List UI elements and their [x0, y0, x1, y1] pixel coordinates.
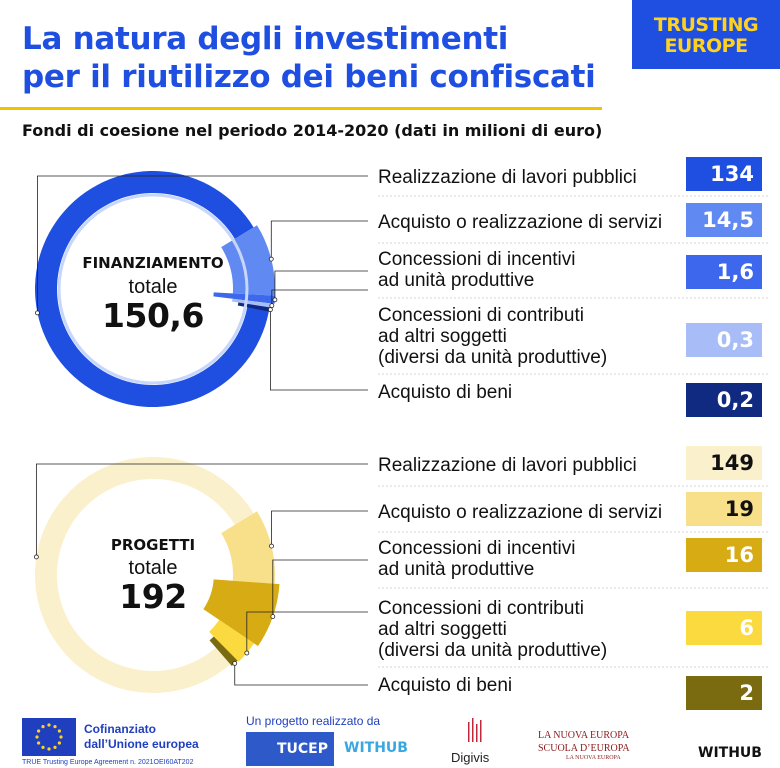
- leader-dot: [244, 650, 250, 656]
- leader-line: [271, 289, 368, 306]
- withub-logo-right: WITHUB: [698, 745, 762, 761]
- title-line-2: per il riutilizzo dei beni confiscati: [22, 59, 596, 95]
- leader-line: [234, 663, 368, 686]
- label-line: ad unità produttive: [378, 270, 535, 291]
- leader-dot: [35, 310, 40, 316]
- progetti-label-incentivi: Concessioni di incentivi ad unità produt…: [378, 538, 576, 580]
- eu-stars-icon: [35, 723, 63, 751]
- donut-segment: [221, 511, 275, 584]
- donut-segment: [213, 292, 276, 304]
- nuova-europa-line-1: LA NUOVA EUROPA: [538, 730, 630, 741]
- finanziamento-value-contributi: 0,3: [686, 323, 762, 357]
- logo-line-2: EUROPE: [664, 35, 748, 57]
- donut-chart-2: [33, 457, 368, 694]
- finanziamento-label-servizi: Acquisto o realizzazione di servizi: [378, 212, 663, 233]
- leader-dot: [33, 554, 39, 560]
- leader-line: [272, 559, 368, 617]
- progetti-label-servizi: Acquisto o realizzazione di servizi: [378, 502, 663, 523]
- label-line: Concessioni di incentivi: [378, 249, 576, 270]
- finanziamento-center-sub: totale: [128, 276, 178, 298]
- page-title: La natura degli investimenti per il riut…: [22, 20, 596, 96]
- progetti-value-beni: 2: [686, 676, 762, 710]
- donut-segment: [232, 298, 273, 308]
- label-line: ad unità produttive: [378, 559, 535, 580]
- footer: Cofinanziato dall’Unione europea TRUE Tr…: [0, 712, 780, 768]
- leader-dot: [267, 307, 273, 313]
- logo-line-1: TRUSTING: [653, 14, 759, 36]
- finanziamento-label-incentivi: Concessioni di incentivi ad unità produt…: [378, 249, 576, 291]
- label-line: (diversi da unità produttive): [378, 347, 608, 368]
- leader-dot: [272, 297, 278, 303]
- finanziamento-center-value: 150,6: [102, 296, 204, 335]
- progetti-label-contributi: Concessioni di contributi ad altri sogge…: [378, 598, 607, 661]
- progetti-center-value: 192: [119, 577, 187, 616]
- leader-dot: [269, 303, 275, 309]
- digivis-mark-icon: [468, 718, 482, 742]
- label-line: Concessioni di incentivi: [378, 538, 576, 559]
- donut-chart-1: [35, 171, 368, 407]
- digivis-logo: Digivis: [451, 750, 490, 765]
- label-line: ad altri soggetti: [378, 326, 507, 347]
- leader-line: [35, 463, 368, 557]
- nuova-europa-line-3: LA NUOVA EUROPA: [566, 755, 621, 761]
- eu-line-2: dall’Unione europea: [84, 737, 199, 751]
- label-line: Concessioni di contributi: [378, 305, 584, 326]
- leader-line: [271, 510, 368, 547]
- donut-segment: [209, 619, 255, 662]
- leader-dot: [268, 256, 274, 262]
- finanziamento-label-beni: Acquisto di beni: [378, 382, 513, 403]
- leader-dot: [269, 543, 274, 549]
- finanziamento-value-beni: 0,2: [686, 383, 762, 417]
- finanziamento-value-lavori-pubblici: 134: [686, 157, 762, 191]
- donut-segment: [209, 636, 238, 667]
- finanziamento-value-servizi: 14,5: [686, 203, 762, 237]
- leader-dot: [270, 614, 276, 619]
- donut-segment: [203, 579, 280, 647]
- leader-line: [246, 611, 368, 653]
- progetti-center-label: PROGETTI: [110, 536, 196, 554]
- withub-logo-center: WITHUB: [344, 740, 408, 756]
- finanziamento-label-contributi: Concessioni di contributi ad altri sogge…: [378, 305, 607, 368]
- eu-cofinanced-text: Cofinanziato dall’Unione europea: [84, 722, 199, 752]
- label-line: Concessioni di contributi: [378, 598, 584, 619]
- label-line: ad altri soggetti: [378, 619, 507, 640]
- inner-ring: [57, 193, 249, 385]
- trusting-europe-logo: TRUSTING EUROPE: [632, 0, 780, 69]
- progetti-label-beni: Acquisto di beni: [378, 675, 513, 696]
- label-line: (diversi da unità produttive): [378, 640, 608, 661]
- eu-flag-icon: [22, 718, 76, 756]
- progetti-value-incentivi: 16: [686, 538, 762, 572]
- finanziamento-label-lavori-pubblici: Realizzazione di lavori pubblici: [378, 167, 637, 188]
- progetti-value-servizi: 19: [686, 492, 762, 526]
- leader-dot: [232, 660, 238, 666]
- leader-line: [269, 309, 368, 391]
- title-line-1: La natura degli investimenti: [22, 21, 509, 57]
- progetti-value-lavori-pubblici: 149: [686, 446, 762, 480]
- progetti-center-sub: totale: [128, 557, 178, 579]
- agreement-text: TRUE Trusting Europe Agreement n. 2021OE…: [22, 759, 194, 766]
- finanziamento-center-label: FINANZIAMENTO: [82, 254, 224, 272]
- project-credit-text: Un progetto realizzato da: [246, 714, 381, 728]
- progetti-label-lavori-pubblici: Realizzazione di lavori pubblici: [378, 455, 637, 476]
- tucep-logo: TUCEP: [246, 732, 334, 766]
- chart-subtitle: Fondi di coesione nel periodo 2014-2020 …: [22, 121, 603, 140]
- finanziamento-value-incentivi: 1,6: [686, 255, 762, 289]
- leader-line: [37, 175, 368, 313]
- eu-line-1: Cofinanziato: [84, 722, 156, 736]
- title-underline: [0, 107, 602, 110]
- nuova-europa-line-2: SCUOLA D’EUROPA: [538, 743, 630, 754]
- progetti-value-contributi: 6: [686, 611, 762, 645]
- leader-line: [270, 220, 368, 260]
- leader-line: [274, 270, 368, 300]
